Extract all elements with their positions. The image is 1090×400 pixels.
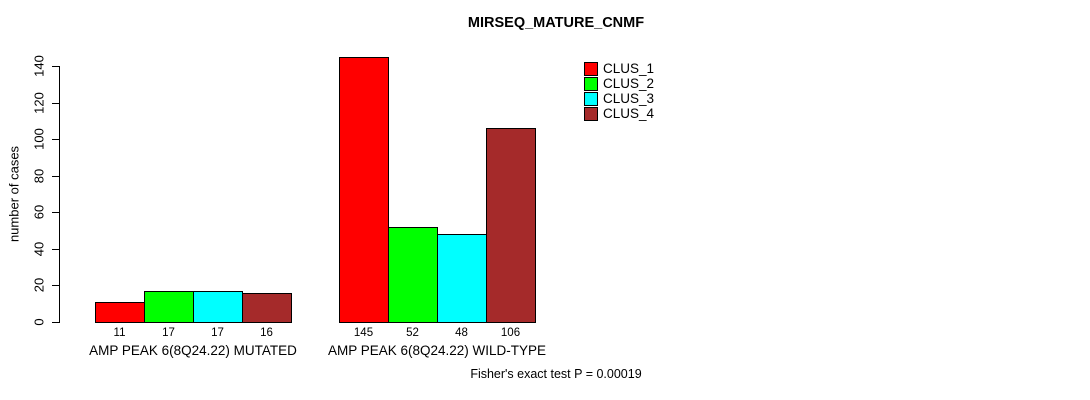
- bar-clus_1-group1: [95, 302, 145, 323]
- bar-value-label: 52: [406, 327, 419, 339]
- bar-clus_2-group2: [388, 227, 438, 323]
- y-axis-tick: [52, 285, 59, 286]
- legend-item-label: CLUS_2: [603, 76, 655, 91]
- y-axis-line: [59, 66, 60, 323]
- bar-value-label: 145: [353, 327, 374, 339]
- legend-item: CLUS_2: [584, 76, 654, 91]
- y-axis-tick: [52, 139, 59, 140]
- legend-item-label: CLUS_3: [603, 91, 655, 106]
- bar-value-label: 11: [113, 327, 126, 339]
- legend-item: CLUS_1: [584, 61, 654, 76]
- y-axis-tick: [52, 322, 59, 323]
- bar-value-label: 106: [500, 327, 521, 339]
- y-axis-tick-label: 140: [31, 55, 47, 77]
- bar-clus_3-group1: [193, 291, 243, 323]
- legend-item: CLUS_4: [584, 106, 654, 121]
- y-axis-tick-label: 100: [31, 128, 47, 150]
- legend-item-label: CLUS_4: [603, 106, 655, 121]
- y-axis-tick-label: 60: [31, 204, 47, 220]
- legend-item-label: CLUS_1: [603, 61, 655, 76]
- legend-swatch-clus_4: [584, 106, 598, 121]
- legend-swatch-clus_2: [584, 76, 598, 91]
- y-axis-tick-label: 40: [31, 241, 47, 257]
- bar-clus_1-group2: [339, 57, 389, 323]
- y-axis-tick-label: 80: [31, 168, 47, 184]
- bar-value-label: 17: [162, 327, 175, 339]
- bar-clus_4-group1: [242, 293, 292, 323]
- x-category-label: AMP PEAK 6(8Q24.22) WILD-TYPE: [327, 343, 547, 358]
- x-category-label: AMP PEAK 6(8Q24.22) MUTATED: [89, 343, 297, 358]
- fisher-test-caption: Fisher's exact test P = 0.00019: [470, 367, 642, 381]
- y-axis-tick-label: 20: [31, 277, 47, 293]
- legend-swatch-clus_1: [584, 61, 598, 76]
- bar-clus_3-group2: [437, 234, 487, 323]
- bar-value-label: 16: [260, 327, 273, 339]
- bar-value-label: 48: [455, 327, 468, 339]
- legend-swatch-clus_3: [584, 91, 598, 106]
- bar-clus_2-group1: [144, 291, 194, 323]
- y-axis-tick: [52, 176, 59, 177]
- y-axis-tick-label: 0: [31, 318, 47, 326]
- y-axis-tick-label: 120: [31, 92, 47, 114]
- y-axis-tick: [52, 212, 59, 213]
- y-axis-tick: [52, 249, 59, 250]
- bar-value-label: 17: [211, 327, 224, 339]
- legend: CLUS_1 CLUS_2 CLUS_3 CLUS_4: [584, 61, 654, 121]
- y-axis-tick: [52, 103, 59, 104]
- y-axis-tick: [52, 66, 59, 67]
- chart-title: MIRSEQ_MATURE_CNMF: [467, 15, 645, 31]
- legend-item: CLUS_3: [584, 91, 654, 106]
- bar-clus_4-group2: [486, 128, 536, 323]
